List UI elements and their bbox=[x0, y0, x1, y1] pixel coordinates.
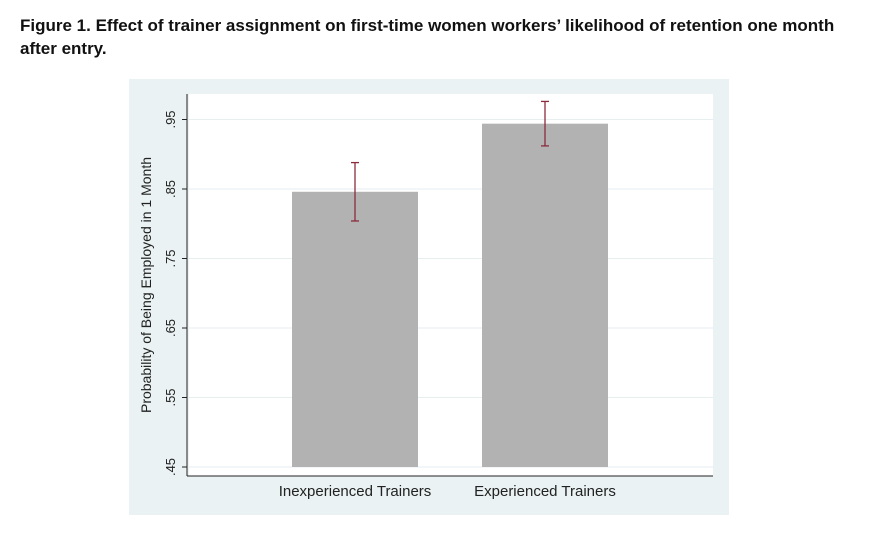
x-axis-labels: Inexperienced Trainers Experienced Traine… bbox=[279, 483, 616, 500]
figure-caption: Figure 1. Effect of trainer assignment o… bbox=[20, 16, 835, 58]
gridlines bbox=[189, 119, 713, 468]
chart-panel: .45 .55 .65 .75 .85 .95 Inexperienced Trainer… bbox=[129, 79, 729, 515]
bars bbox=[292, 123, 608, 468]
y-tick-label: .65 bbox=[163, 319, 178, 337]
bar bbox=[292, 191, 418, 467]
bar bbox=[482, 123, 608, 468]
bar-chart: .45 .55 .65 .75 .85 .95 Inexperienced Trainer… bbox=[138, 94, 713, 500]
y-tick-label: .45 bbox=[163, 458, 178, 476]
y-tick-label: .55 bbox=[163, 388, 178, 406]
y-axis-title: Probability of Being Employed in 1 Month bbox=[138, 157, 154, 413]
x-category-label: Experienced Trainers bbox=[474, 483, 616, 500]
error-bar bbox=[351, 161, 359, 222]
error-bars bbox=[351, 100, 549, 222]
error-bar bbox=[541, 100, 549, 147]
x-category-label: Inexperienced Trainers bbox=[279, 483, 432, 500]
y-tick-label: .85 bbox=[163, 180, 178, 198]
y-axis-ticks: .45 .55 .65 .75 .85 .95 bbox=[163, 110, 187, 476]
plot-area bbox=[189, 94, 713, 476]
y-tick-label: .95 bbox=[163, 110, 178, 128]
y-tick-label: .75 bbox=[163, 249, 178, 267]
